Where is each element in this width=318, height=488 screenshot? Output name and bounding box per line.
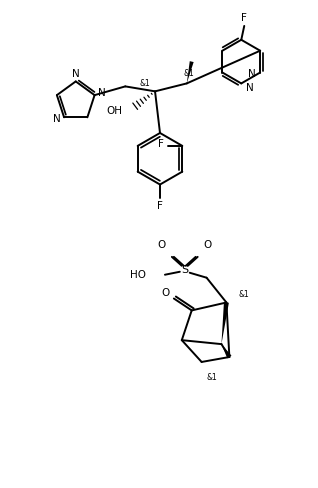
Polygon shape (221, 302, 229, 344)
Text: O: O (158, 240, 166, 250)
Text: &1: &1 (238, 290, 249, 299)
Text: O: O (162, 287, 170, 298)
Text: N: N (72, 69, 80, 80)
Text: OH: OH (106, 106, 122, 116)
Text: N: N (246, 83, 254, 93)
Text: N: N (53, 114, 61, 124)
Polygon shape (187, 61, 194, 83)
Text: F: F (157, 202, 163, 211)
Text: N: N (98, 88, 105, 98)
Text: F: F (158, 139, 163, 149)
Text: HO: HO (130, 270, 146, 280)
Text: &1: &1 (183, 69, 194, 78)
Text: &1: &1 (140, 79, 150, 88)
Text: N: N (248, 69, 256, 80)
Text: &1: &1 (206, 373, 217, 382)
Polygon shape (221, 344, 232, 358)
Text: F: F (241, 13, 247, 23)
Text: S: S (181, 265, 188, 275)
Text: O: O (204, 240, 212, 250)
